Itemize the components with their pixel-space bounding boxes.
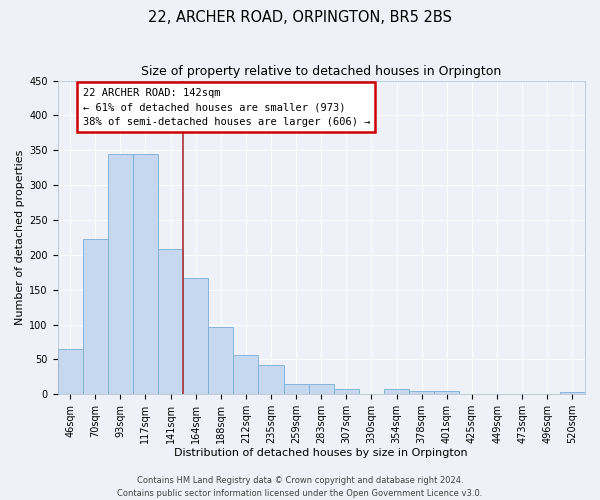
X-axis label: Distribution of detached houses by size in Orpington: Distribution of detached houses by size … <box>175 448 468 458</box>
Bar <box>133 154 158 394</box>
Bar <box>83 240 108 394</box>
Bar <box>58 349 83 394</box>
Bar <box>158 249 183 394</box>
Y-axis label: Number of detached properties: Number of detached properties <box>15 150 25 325</box>
Bar <box>233 354 259 394</box>
Bar <box>259 365 284 394</box>
Bar <box>434 391 460 394</box>
Bar <box>334 390 359 394</box>
Text: 22, ARCHER ROAD, ORPINGTON, BR5 2BS: 22, ARCHER ROAD, ORPINGTON, BR5 2BS <box>148 10 452 25</box>
Bar <box>108 154 133 394</box>
Title: Size of property relative to detached houses in Orpington: Size of property relative to detached ho… <box>141 65 502 78</box>
Bar <box>308 384 334 394</box>
Bar <box>284 384 308 394</box>
Bar <box>208 326 233 394</box>
Text: 22 ARCHER ROAD: 142sqm
← 61% of detached houses are smaller (973)
38% of semi-de: 22 ARCHER ROAD: 142sqm ← 61% of detached… <box>83 88 370 127</box>
Bar <box>384 390 409 394</box>
Bar <box>183 278 208 394</box>
Bar <box>409 391 434 394</box>
Bar <box>560 392 585 394</box>
Text: Contains HM Land Registry data © Crown copyright and database right 2024.
Contai: Contains HM Land Registry data © Crown c… <box>118 476 482 498</box>
